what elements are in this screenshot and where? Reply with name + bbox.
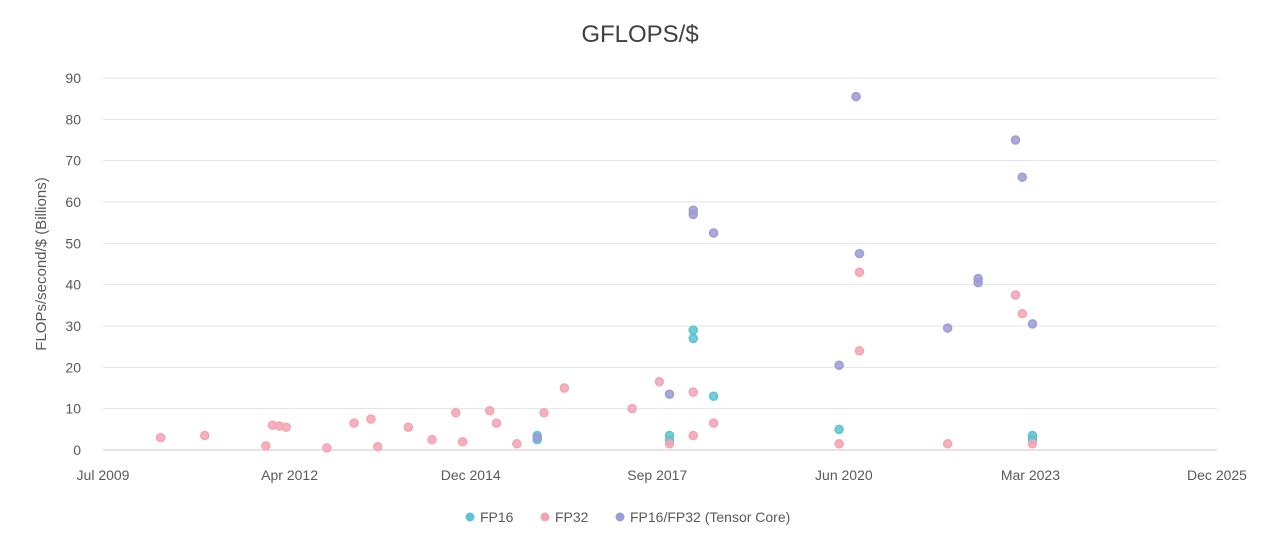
series-2 (532, 91, 1038, 443)
x-axis-ticks: Jul 2009 Apr 2012 Dec 2014 Sep 2017 Jun 2020… (77, 467, 1248, 483)
legend-marker (465, 512, 475, 522)
data-point (155, 432, 166, 443)
chart-title: GFLOPS/$ (581, 21, 698, 48)
data-point (403, 422, 414, 433)
x-tick-label: Dec 2014 (441, 467, 501, 483)
x-tick-label: Sep 2017 (627, 467, 687, 483)
data-point (942, 439, 953, 449)
y-tick-label: 0 (73, 442, 81, 458)
data-point (664, 389, 675, 399)
y-tick-label: 30 (65, 318, 81, 334)
data-point (854, 267, 865, 278)
y-tick-label: 70 (65, 153, 81, 169)
x-tick-label: Apr 2012 (261, 467, 318, 483)
y-tick-label: 40 (65, 277, 81, 293)
data-point (708, 418, 719, 428)
data-point (457, 436, 468, 447)
series-0 (532, 325, 1038, 446)
y-tick-label: 90 (65, 70, 81, 86)
data-point (366, 414, 376, 424)
data-point (539, 408, 549, 418)
x-tick-label: Mar 2023 (1001, 467, 1060, 483)
legend-label: FP16 (480, 509, 514, 525)
data-point (349, 418, 359, 428)
data-point (834, 360, 844, 371)
legend-marker (540, 512, 550, 522)
data-point (200, 430, 210, 441)
series-1 (155, 267, 1038, 453)
data-point (664, 439, 675, 449)
data-point (451, 408, 461, 418)
y-tick-label: 10 (65, 401, 81, 417)
data-point (559, 383, 570, 393)
y-axis-ticks: 0 10 20 30 40 50 60 70 80 90 (65, 70, 81, 458)
y-tick-label: 20 (65, 359, 81, 375)
data-point (688, 430, 698, 441)
x-tick-label: Dec 2025 (1187, 467, 1247, 483)
data-point (1027, 319, 1038, 329)
data-point (281, 422, 291, 433)
data-point (834, 439, 844, 449)
data-point (261, 441, 271, 451)
data-point (484, 405, 495, 416)
data-point (427, 434, 437, 445)
data-point (1010, 290, 1021, 300)
data-point (834, 424, 844, 435)
legend-label: FP32 (555, 509, 589, 525)
data-point (854, 248, 865, 259)
data-point (1010, 135, 1021, 145)
data-point (708, 228, 719, 238)
data-point (851, 91, 861, 102)
data-point (688, 325, 698, 335)
legend-marker (615, 512, 625, 522)
data-point (373, 441, 383, 452)
y-tick-label: 60 (65, 194, 81, 210)
data-point (512, 439, 522, 449)
data-point (708, 391, 719, 402)
data-point (973, 277, 983, 288)
data-point (654, 377, 665, 387)
y-tick-label: 80 (65, 111, 81, 127)
data-point (688, 209, 698, 220)
data-points (155, 91, 1038, 453)
data-point (1017, 308, 1028, 319)
data-point (1027, 439, 1038, 449)
data-point (942, 323, 953, 333)
x-tick-label: Jul 2009 (77, 467, 130, 483)
gridlines (103, 77, 1217, 451)
data-point (688, 333, 698, 344)
legend-label: FP16/FP32 (Tensor Core) (630, 509, 790, 525)
data-point (322, 443, 332, 453)
data-point (491, 418, 502, 428)
data-point (854, 346, 865, 356)
data-point (688, 387, 698, 397)
y-tick-label: 50 (65, 235, 81, 251)
data-point (532, 432, 542, 443)
y-axis-label: FLOPs/second/$ (Billions) (33, 177, 50, 350)
x-tick-label: Jun 2020 (815, 467, 873, 483)
legend: FP16 FP32 FP16/FP32 (Tensor Core) (465, 509, 790, 525)
data-point (1017, 172, 1028, 182)
data-point (627, 403, 637, 414)
